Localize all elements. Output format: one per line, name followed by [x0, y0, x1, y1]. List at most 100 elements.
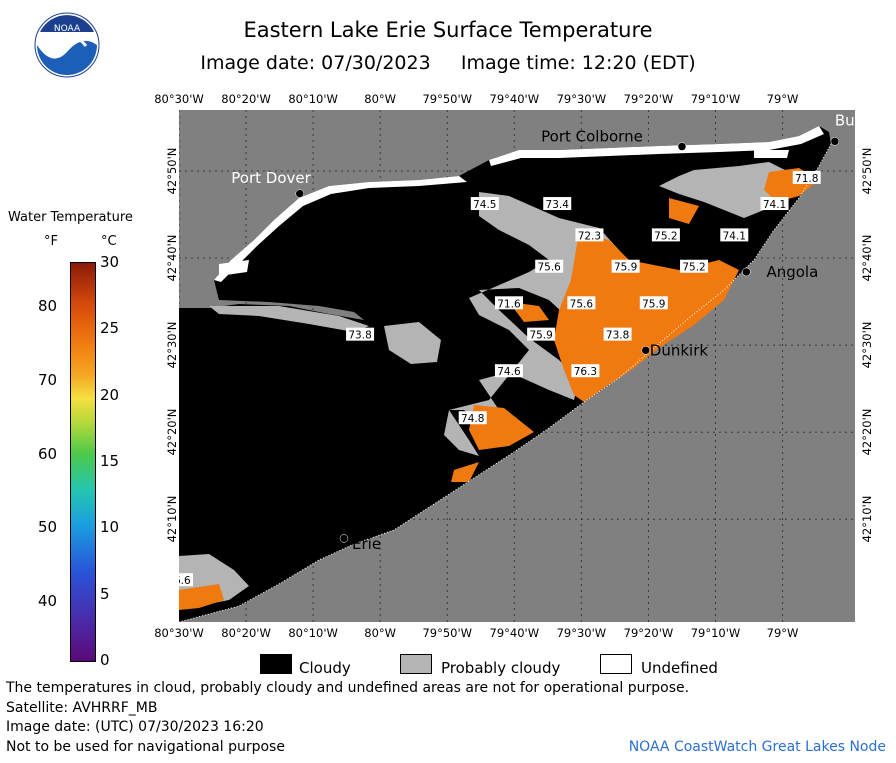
temperature-labels: 71.8 74.1 74.1 74.5 73.4 72.3 75.2 75.6 75.9 75.2… — [179, 170, 821, 587]
footer-utc-date: Image date: (UTC) 07/30/2023 16:20 — [6, 719, 264, 735]
temp-label-box — [760, 197, 789, 211]
temp-label-box — [527, 327, 556, 341]
city-marker — [742, 267, 751, 277]
logo-text: NOAA — [54, 24, 81, 34]
temp-label-text: 75.2 — [682, 262, 705, 274]
lat-tick-left: 42°10'N — [165, 495, 179, 543]
lon-tick-top: 80°10'W — [288, 92, 338, 106]
temp-label: 74.1 — [760, 197, 789, 211]
lake-erie-map: 71.8 74.1 74.1 74.5 73.4 72.3 75.2 75.6 75.9 75.2… — [179, 110, 855, 622]
temp-label: 73.8 — [603, 327, 632, 342]
temp-label: 76.3 — [571, 364, 600, 378]
key-probably-cloudy-label: Probably cloudy — [441, 659, 561, 677]
lat-tick-right: 42°10'N — [860, 495, 874, 543]
footer-navigation: Not to be used for navigational purpose — [6, 739, 285, 755]
lon-tick-bottom: 79°10'W — [690, 626, 741, 640]
temp-label-box — [720, 228, 749, 242]
temp-label-box — [535, 259, 564, 273]
temp-label: 74.6 — [494, 364, 523, 378]
temp-label-box — [639, 296, 668, 310]
legend-unit-c: °C — [101, 234, 117, 249]
lat-tick-left: 42°50'N — [165, 147, 179, 195]
legend-c-tick: 10 — [100, 518, 120, 537]
temp-label-box — [543, 197, 572, 211]
city-marker — [641, 346, 651, 355]
temp-label-text: 74.1 — [723, 230, 746, 242]
lat-tick-left: 42°40'N — [165, 234, 179, 282]
temp-label-box — [611, 259, 640, 273]
lon-tick-bottom: 80°W — [364, 626, 397, 640]
lat-tick-right: 42°40'N — [860, 234, 874, 282]
legend-c-tick: 15 — [100, 452, 120, 470]
temp-label-text: 76.6 — [179, 575, 191, 587]
temp-label-text: 74.8 — [461, 413, 484, 425]
temp-label: 75.2 — [651, 228, 680, 242]
temp-label: 73.4 — [543, 197, 572, 211]
temp-label-text: 75.2 — [654, 230, 677, 242]
temp-label-text: 74.1 — [763, 199, 786, 211]
footer-disclaimer: The temperatures in cloud, probably clou… — [6, 680, 690, 696]
lon-tick-bottom: 79°50'W — [422, 626, 473, 640]
footer-credit: NOAA CoastWatch Great Lakes Node — [628, 739, 886, 755]
city-label: Port Dover — [231, 169, 311, 187]
temp-label-box — [494, 364, 523, 378]
legend-unit-f: °F — [44, 234, 58, 249]
lon-tick-top: 79°30'W — [556, 92, 607, 106]
temp-label: 75.6 — [567, 296, 596, 310]
key-cloudy-label: Cloudy — [299, 659, 351, 677]
city-marker — [339, 534, 349, 543]
temp-label: 72.3 — [575, 228, 604, 242]
lon-tick-bottom: 79°30'W — [556, 626, 607, 640]
temp-label-text: 73.4 — [546, 199, 570, 211]
temp-label-box — [680, 259, 709, 273]
key-probably-cloudy-swatch — [400, 654, 432, 674]
legend-c-tick: 5 — [100, 584, 110, 603]
city-label: Buf — [835, 112, 855, 130]
temp-label: 75.9 — [639, 296, 668, 310]
city-marker — [295, 189, 304, 198]
city-label: Port Colborne — [541, 127, 643, 145]
temp-label-text: 75.9 — [529, 330, 552, 342]
temp-label-box — [792, 170, 821, 184]
legend-f-tick: 60 — [38, 444, 58, 463]
lon-tick-bottom: 80°30'W — [154, 626, 204, 640]
legend-f-tick: 80 — [38, 297, 58, 316]
lon-tick-bottom: 80°10'W — [288, 626, 338, 640]
city-label: Angola — [766, 263, 818, 281]
temp-label-box — [651, 228, 680, 242]
lon-tick-top: 80°W — [364, 92, 397, 106]
legend-f-tick: 70 — [38, 370, 58, 389]
legend-c-tick: 30 — [100, 253, 120, 271]
lat-tick-left: 42°30'N — [165, 321, 179, 369]
city-markers — [295, 137, 840, 543]
key-cloudy-swatch — [260, 654, 292, 674]
lon-tick-top: 79°40'W — [489, 92, 540, 106]
temp-label: 76.6 — [179, 573, 193, 587]
temp-label-text: 74.5 — [473, 199, 496, 211]
city-label: Erie — [352, 535, 381, 553]
temp-label: 75.9 — [611, 259, 640, 274]
temp-label: 71.8 — [792, 170, 821, 185]
lon-tick-bottom: 79°W — [766, 626, 799, 640]
temp-label-box — [567, 296, 596, 310]
lon-tick-bottom: 79°40'W — [489, 626, 540, 640]
temp-label: 75.6 — [535, 259, 564, 274]
temp-label-box — [458, 411, 487, 425]
temp-label-text: 73.8 — [606, 330, 629, 342]
legend-c-tick: 20 — [100, 385, 120, 404]
city-marker — [830, 137, 840, 146]
lon-tick-bottom: 80°20'W — [221, 626, 271, 640]
temp-label-text: 71.8 — [795, 173, 818, 185]
lat-tick-right: 42°20'N — [860, 408, 874, 456]
temp-label: 74.1 — [720, 228, 749, 242]
temp-label-text: 75.9 — [642, 298, 665, 310]
lon-tick-top: 79°10'W — [690, 92, 741, 106]
temp-label: 74.5 — [470, 197, 499, 211]
temp-label-box — [470, 197, 499, 211]
temp-label-box — [571, 364, 600, 378]
lon-tick-top: 80°20'W — [221, 92, 271, 106]
legend-title: Water Temperature — [8, 210, 133, 225]
temp-label-text: 72.3 — [578, 230, 601, 242]
lon-tick-top: 79°50'W — [422, 92, 473, 106]
lon-tick-bottom: 79°20'W — [623, 626, 674, 640]
